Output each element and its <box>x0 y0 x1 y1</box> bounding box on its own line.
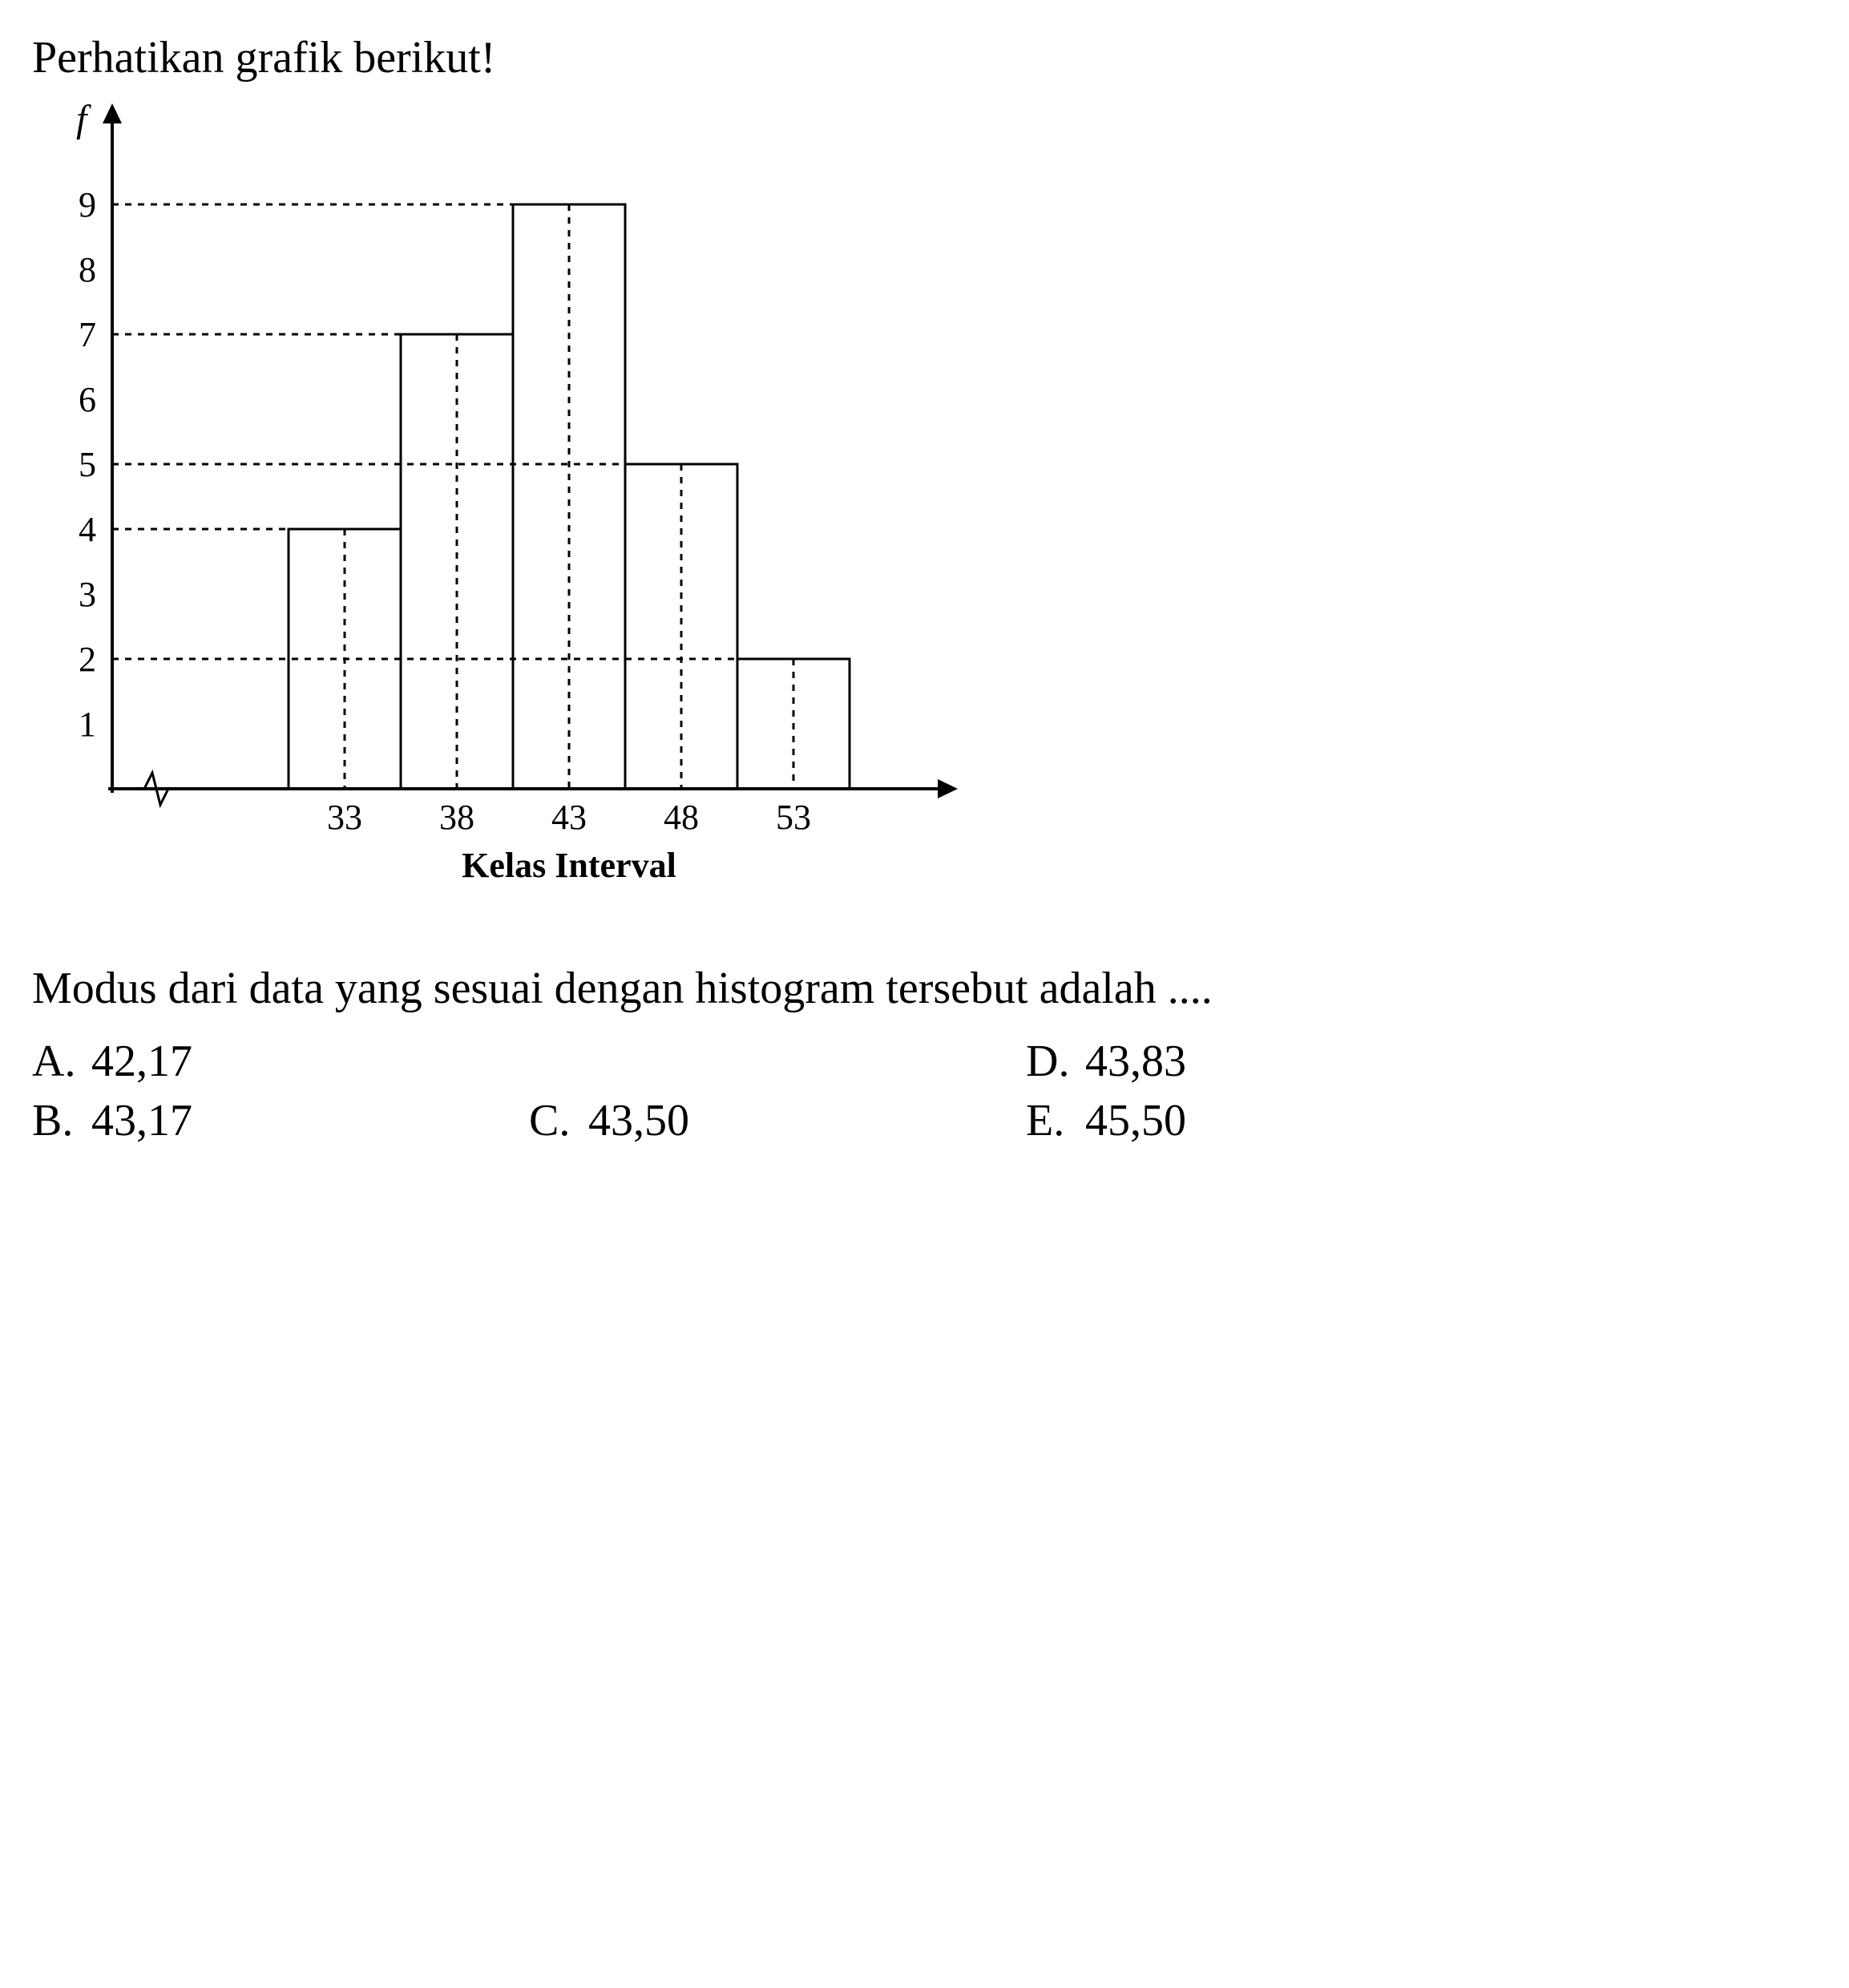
option-b: B. 43,17 <box>32 1095 481 1146</box>
option-c: C. 43,50 <box>529 1095 978 1146</box>
option-b-value: 43,17 <box>91 1096 192 1146</box>
question-text: Modus dari data yang sesuai dengan histo… <box>32 957 1817 1020</box>
option-d-value: 43,83 <box>1085 1036 1186 1086</box>
svg-text:f: f <box>76 99 91 140</box>
option-b-letter: B. <box>32 1095 80 1146</box>
option-e: E. 45,50 <box>1026 1095 1475 1146</box>
svg-text:9: 9 <box>79 185 96 224</box>
svg-text:5: 5 <box>79 445 96 484</box>
option-e-letter: E. <box>1026 1095 1074 1146</box>
answer-options: A. 42,17 D. 43,83 B. 43,17 C. 43,50 E. 4… <box>32 1036 1475 1146</box>
svg-text:2: 2 <box>79 640 96 679</box>
page-title: Perhatikan grafik berikut! <box>32 32 1817 83</box>
option-e-value: 45,50 <box>1085 1096 1186 1146</box>
svg-text:3: 3 <box>79 575 96 614</box>
svg-text:53: 53 <box>776 798 811 837</box>
option-d-letter: D. <box>1026 1036 1074 1087</box>
svg-text:38: 38 <box>439 798 474 837</box>
svg-text:6: 6 <box>79 380 96 419</box>
svg-text:Kelas Interval: Kelas Interval <box>462 846 676 885</box>
svg-text:8: 8 <box>79 250 96 289</box>
option-c-value: 43,50 <box>588 1096 689 1146</box>
option-a: A. 42,17 <box>32 1036 481 1087</box>
chart-svg: 1 2 3 4 5 6 7 8 9 f 33 38 43 48 53 Kelas Interval <box>32 99 1154 941</box>
svg-text:4: 4 <box>79 510 96 549</box>
histogram-chart: 1 2 3 4 5 6 7 8 9 f 33 38 43 48 53 Kelas Interval <box>32 99 1154 941</box>
option-a-value: 42,17 <box>91 1036 192 1086</box>
option-c-letter: C. <box>529 1095 577 1146</box>
option-a-letter: A. <box>32 1036 80 1087</box>
svg-text:43: 43 <box>551 798 587 837</box>
svg-text:48: 48 <box>664 798 699 837</box>
option-d: D. 43,83 <box>1026 1036 1475 1087</box>
svg-text:33: 33 <box>327 798 362 837</box>
svg-text:1: 1 <box>79 705 96 744</box>
svg-text:7: 7 <box>79 315 96 354</box>
